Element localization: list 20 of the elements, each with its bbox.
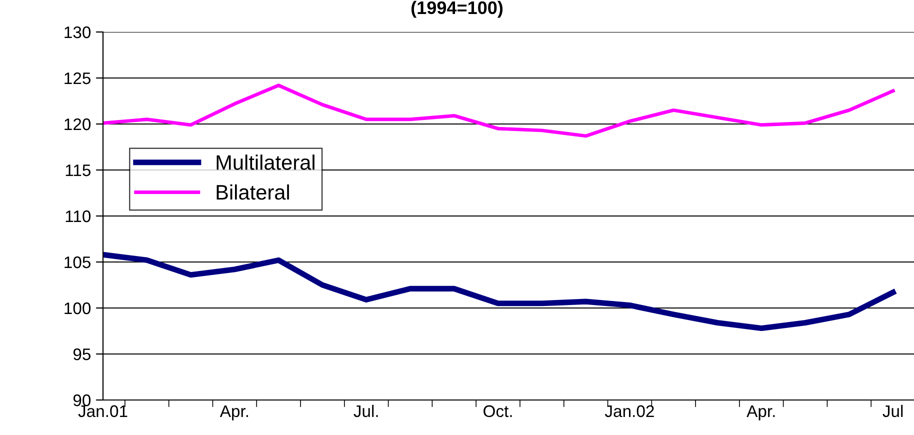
y-tick-label: 115 xyxy=(66,164,90,176)
x-tick-label: Apr. xyxy=(220,405,248,420)
y-tick-label: 110 xyxy=(66,210,91,222)
x-tick-label: Apr. xyxy=(746,405,775,420)
x-tick-label: Jul xyxy=(882,404,903,418)
y-tick-label: 100 xyxy=(64,302,91,314)
y-tick-label: 105 xyxy=(64,256,90,268)
line-series xyxy=(103,84,895,138)
y-tick-label: 95 xyxy=(73,348,90,360)
y-tick-label: 130 xyxy=(64,26,91,38)
y-tick-label: 120 xyxy=(64,118,91,130)
x-tick-label: Jan.01 xyxy=(78,405,128,418)
legend-label: Bilateral xyxy=(216,184,289,200)
x-tick-label: Jan.02 xyxy=(604,405,654,418)
y-tick-label: 125 xyxy=(64,72,90,84)
legend-label: Multilateral xyxy=(216,154,314,170)
y-tick-label: 90 xyxy=(73,394,91,406)
chart-title: (1994=100) xyxy=(411,0,503,18)
x-tick-label: Jul. xyxy=(354,404,378,418)
x-tick-label: Oct. xyxy=(484,405,512,418)
